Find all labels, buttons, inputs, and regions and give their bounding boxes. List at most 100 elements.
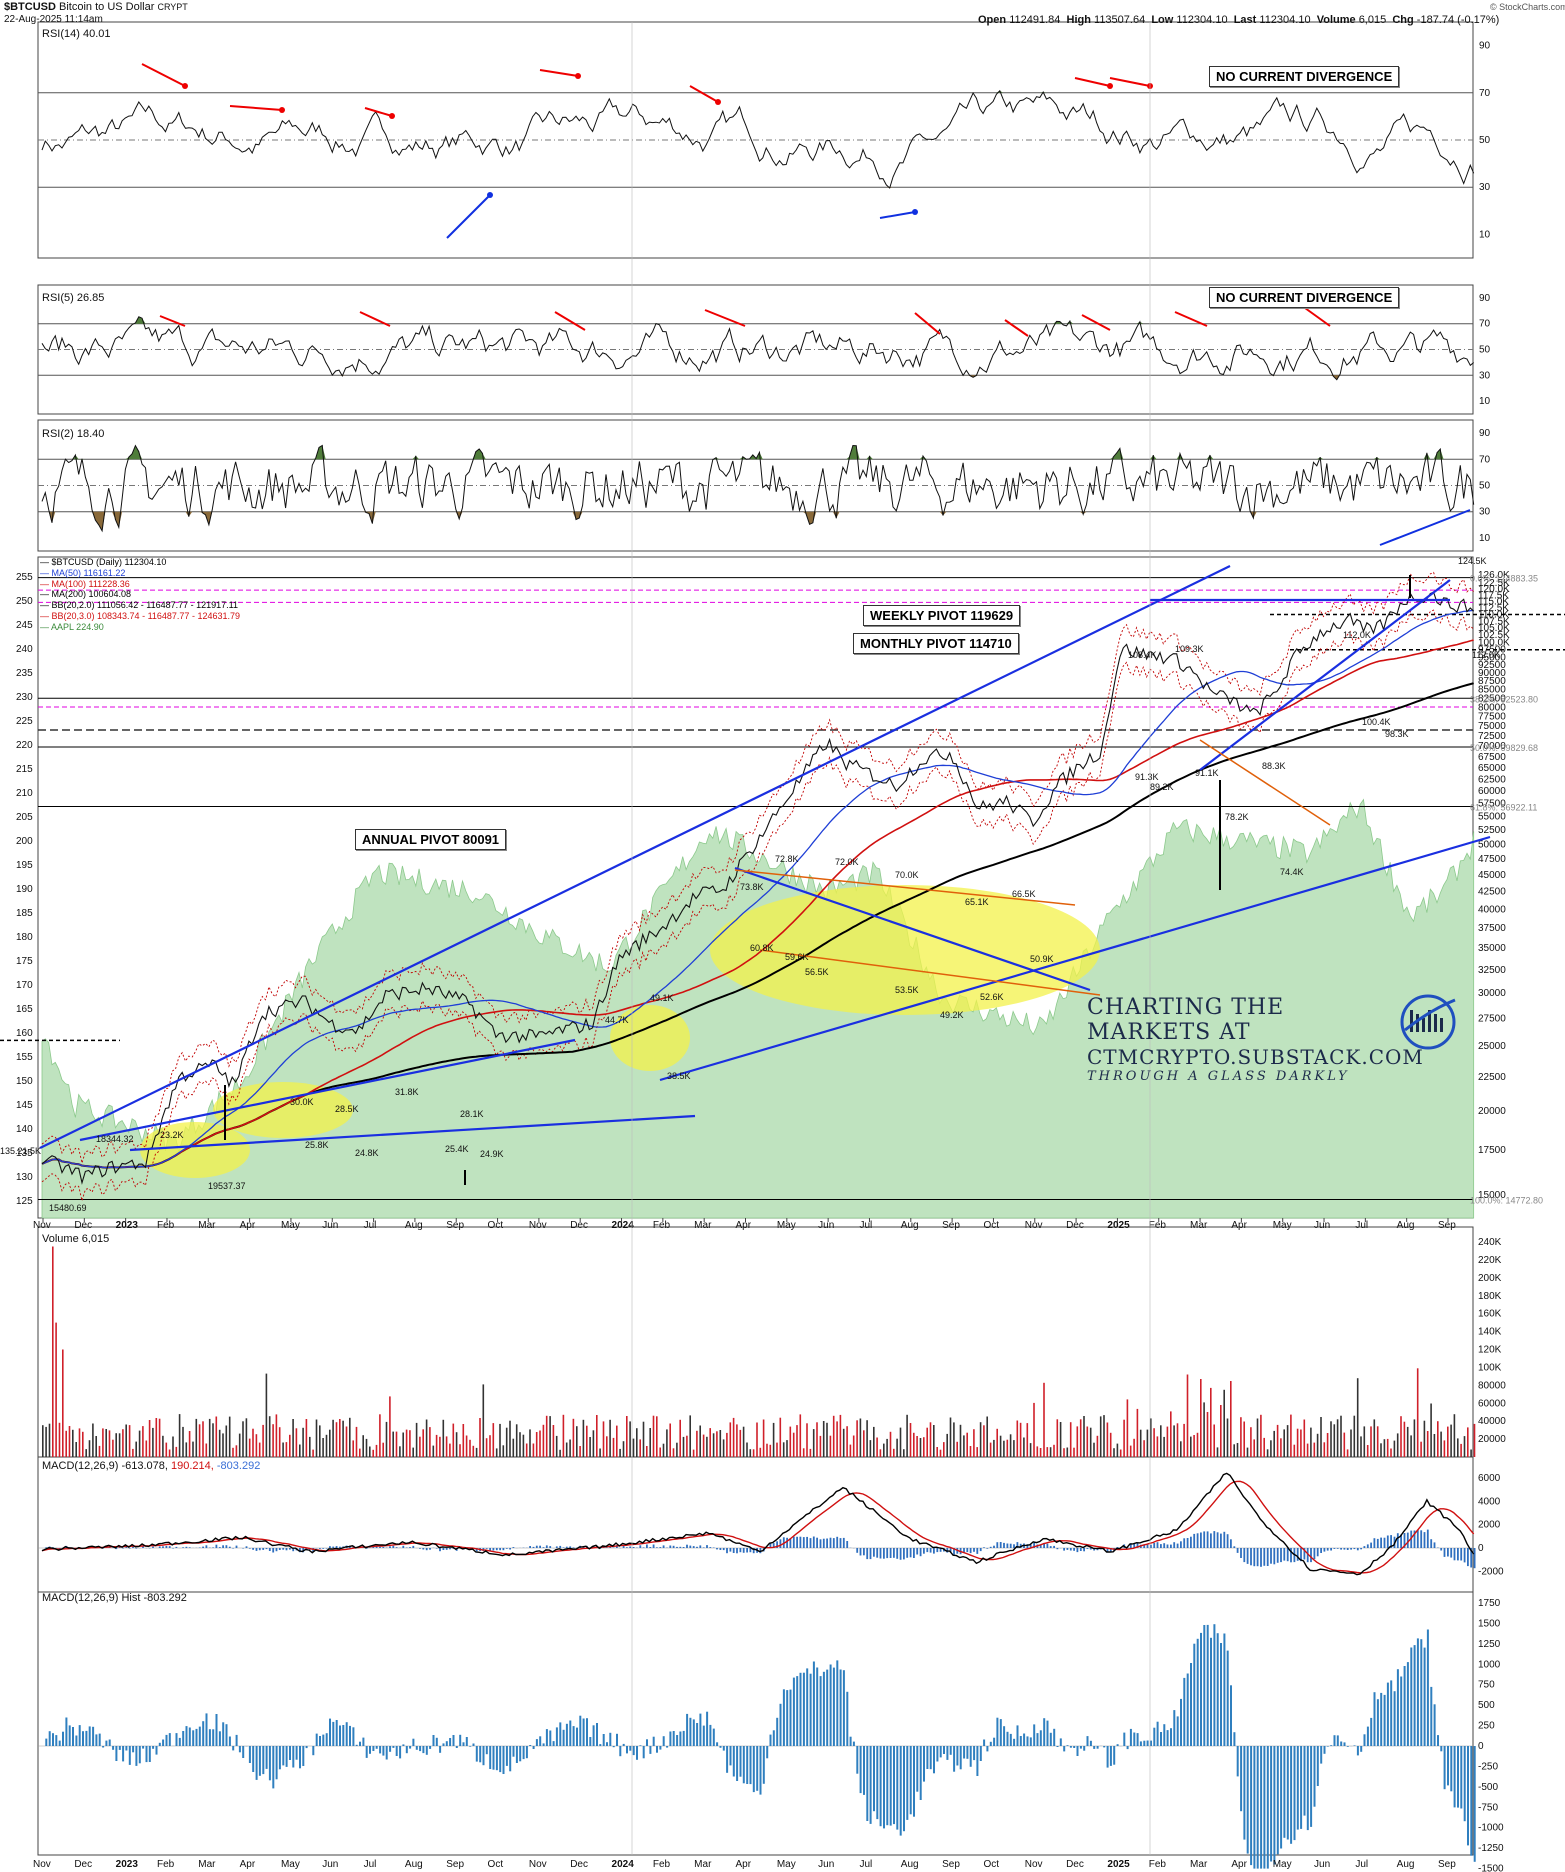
hist-bar [602,1734,605,1746]
hist-bar [1393,1691,1396,1746]
x-axis-label: Nov [1025,1220,1043,1231]
macd-hist-bar [632,1547,635,1548]
price-left-tick: 220 [16,740,33,751]
volume-bar [215,1416,218,1457]
hist-bar [305,1746,308,1749]
hist-bar [749,1746,752,1785]
logo-candle [1416,1014,1419,1032]
hist-bar [135,1746,138,1766]
hist-bar [289,1746,291,1760]
volume-bar [916,1436,918,1457]
hist-bar [889,1746,892,1826]
volume-bar [552,1425,555,1457]
hist-bar [1383,1694,1386,1746]
macd-hist-bar [502,1548,505,1551]
price-left-tick: 200 [16,836,33,847]
volume-bar [1180,1441,1182,1457]
macd-line [41,1472,1475,1576]
hist-bar [425,1746,428,1755]
volume-bar [142,1426,144,1457]
logo-swoosh [1404,998,1456,1032]
hist-bar [963,1746,966,1759]
volume-bar [746,1442,748,1457]
macd-hist-bar [182,1547,184,1548]
macd-hist-bar [1443,1548,1446,1557]
macd-hist-bar [325,1548,328,1549]
fib-label: 61.8%: 56922.11 [1470,802,1537,812]
volume-tick: 20000 [1478,1434,1506,1445]
hist-bar [592,1725,595,1746]
hist-bar [896,1746,899,1830]
macd-hist-bar [445,1548,448,1550]
hist-bar [178,1737,181,1746]
hist-bar [168,1733,171,1746]
volume-bar [365,1438,368,1457]
macd-hist-bar [1083,1548,1085,1552]
volume-bar [238,1433,241,1457]
volume-bar [42,1425,44,1457]
hist-bar [782,1689,785,1746]
rsi2-oversold-fill [42,511,1474,531]
hist-tick: 250 [1478,1721,1495,1732]
hist-bar [402,1744,405,1746]
volume-bar [349,1417,351,1457]
volume-bar [956,1441,958,1457]
macd-hist-bar [555,1546,558,1548]
macd-hist-bar [1223,1531,1226,1548]
rsi-tick: 30 [1479,370,1491,381]
volume-bar [402,1432,404,1457]
hist-bar [512,1746,515,1757]
hist-bar [1069,1746,1072,1748]
hist-bar [869,1746,872,1824]
macd-hist-bar [1410,1530,1413,1548]
hist-bar [1009,1733,1012,1746]
volume-bar [1253,1439,1255,1457]
volume-bar [1306,1443,1309,1457]
hist-bar [616,1733,618,1746]
volume-bar [212,1423,214,1457]
volume-bar [399,1446,401,1457]
bollinger-upper [41,571,1475,1165]
hist-bar [682,1730,685,1746]
hist-bar [482,1746,485,1766]
rsi2-label: RSI(2) 18.40 [42,428,105,440]
hist-bar [1046,1720,1049,1746]
macd-tick: 2000 [1478,1520,1501,1531]
macd-hist-bar [1049,1546,1052,1548]
macd-hist-bar [1206,1531,1209,1548]
volume-bar [108,1430,111,1457]
volume-bar [449,1443,451,1457]
volume-bar [636,1428,638,1457]
hist-bar [659,1746,662,1750]
volume-bar [1296,1428,1299,1457]
macd-hist-bar [996,1542,999,1548]
x-axis-label: Jul [364,1220,377,1231]
logo-candle [1428,1010,1431,1032]
hist-tick: -250 [1478,1761,1498,1772]
volume-bar [1320,1417,1322,1457]
macd-hist-bar [846,1541,849,1548]
volume-bar [329,1429,331,1457]
hist-bar [492,1746,495,1770]
hist-bar [192,1730,195,1746]
x-axis-label: Dec [74,1859,92,1870]
volume-bar [519,1432,521,1457]
volume-bar [1079,1419,1082,1457]
macd-hist-bar [916,1548,919,1555]
macd-tick: 4000 [1478,1496,1501,1507]
x-axis-label: 2024 [612,1220,635,1231]
hist-bar [1330,1745,1333,1746]
macd-hist-bar [198,1547,201,1548]
macd-hist-bar [165,1545,168,1548]
macd-hist-bar [1066,1548,1069,1550]
hist-bar [903,1746,905,1832]
price-right-tick: 22500 [1478,1072,1506,1083]
volume-bar [1410,1435,1412,1457]
macd-hist-bar [395,1547,398,1548]
macd-hist-bar [1233,1546,1236,1548]
hist-bar [959,1746,962,1770]
x-axis-label: Oct [983,1220,999,1231]
volume-bar [973,1429,975,1457]
hist-bar [175,1733,178,1746]
macd-hist-bar [1400,1534,1402,1548]
